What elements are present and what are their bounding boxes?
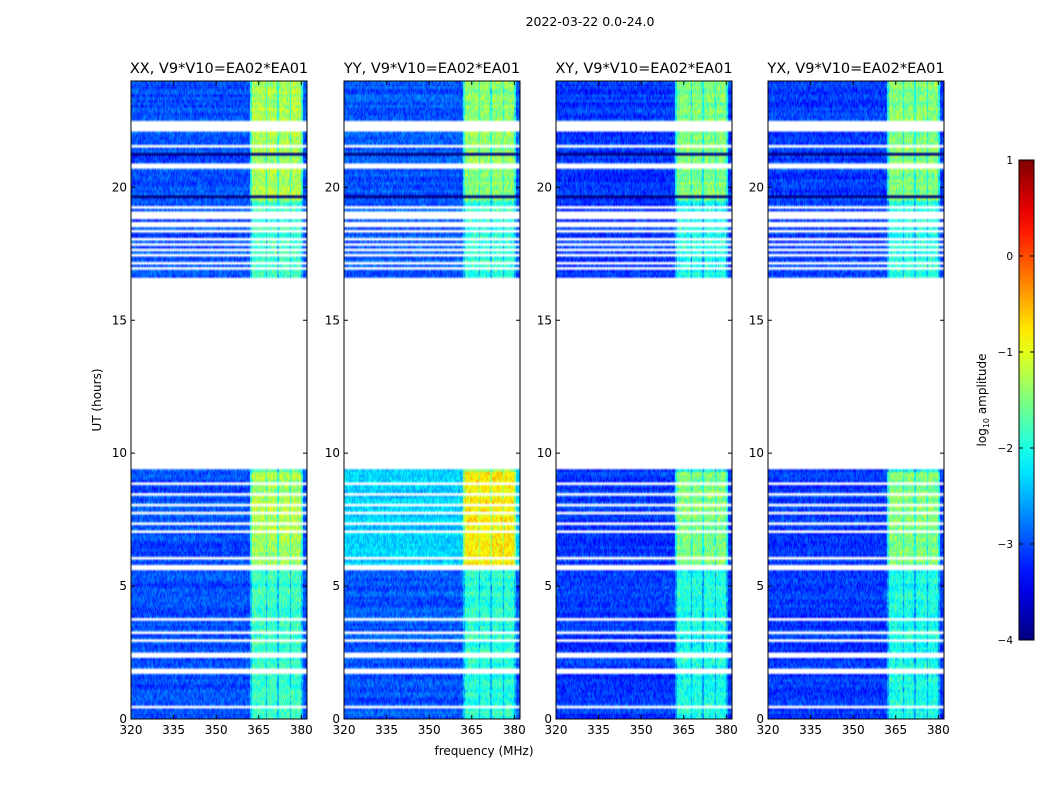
x-tick-label: 350	[842, 723, 865, 737]
y-tick-label: 0	[756, 712, 764, 726]
panel-frame	[555, 80, 733, 720]
y-tick-label: 10	[112, 446, 127, 460]
panel-title: XX, V9*V10=EA02*EA01	[130, 61, 308, 77]
colorbar-tick-label: −4	[998, 635, 1014, 647]
x-tick-label: 350	[630, 723, 653, 737]
x-tick-label: 365	[460, 723, 483, 737]
heatmap-panels: XX, V9*V10=EA02*EA01 320 335 350 365 380 0 5 10 1…	[112, 61, 950, 737]
y-tick-label: 10	[749, 446, 764, 460]
colorbar-tick-label: −2	[998, 443, 1013, 455]
y-tick-label: 0	[544, 712, 552, 726]
y-tick-label: 0	[332, 712, 340, 726]
panel-title: YX, V9*V10=EA02*EA01	[766, 61, 944, 77]
heatmap-image	[344, 81, 520, 719]
y-tick-label: 5	[332, 579, 340, 593]
x-tick-label: 335	[162, 723, 185, 737]
panel-frame	[130, 80, 308, 720]
y-tick-label: 15	[749, 313, 764, 327]
colorbar-tick-label: 1	[1006, 155, 1013, 167]
x-tick-label: 320	[120, 723, 143, 737]
colorbar: −4 −3 −2 −1 0 1 log10 amplitude	[975, 155, 1035, 647]
panel-2: XY, V9*V10=EA02*EA01 320 335 350 365 380 0 5 10 1…	[537, 61, 738, 737]
x-tick-label: 335	[375, 723, 398, 737]
x-tick-label: 365	[247, 723, 270, 737]
heatmap-image	[131, 81, 307, 719]
y-tick-label: 20	[749, 180, 764, 194]
figure-suptitle: 2022-03-22 0.0-24.0	[526, 14, 655, 29]
x-tick-label: 335	[587, 723, 610, 737]
colorbar-tick-label: 0	[1006, 251, 1013, 263]
x-tick-label: 320	[545, 723, 568, 737]
y-tick-label: 15	[112, 313, 127, 327]
panel-3: YX, V9*V10=EA02*EA01 320 335 350 365 380 0 5 10 1…	[749, 61, 950, 737]
y-axis-label: UT (hours)	[90, 368, 104, 431]
panel-frame	[343, 80, 521, 720]
y-tick-label: 15	[537, 313, 552, 327]
y-tick-label: 20	[325, 180, 340, 194]
y-tick-label: 5	[756, 579, 764, 593]
y-tick-label: 10	[537, 446, 552, 460]
x-tick-label: 350	[418, 723, 441, 737]
y-tick-label: 20	[537, 180, 552, 194]
x-tick-label: 335	[799, 723, 822, 737]
heatmap-image	[556, 81, 732, 719]
x-tick-label: 380	[927, 723, 950, 737]
y-tick-label: 20	[112, 180, 127, 194]
x-tick-label: 365	[672, 723, 695, 737]
y-tick-label: 10	[325, 446, 340, 460]
y-tick-label: 5	[119, 579, 127, 593]
x-tick-label: 350	[205, 723, 228, 737]
panel-frame	[767, 80, 945, 720]
x-tick-label: 365	[884, 723, 907, 737]
panel-1: YY, V9*V10=EA02*EA01 320 335 350 365 380 0 5 10 1…	[325, 61, 526, 737]
x-tick-label: 380	[290, 723, 313, 737]
y-tick-label: 15	[325, 313, 340, 327]
heatmap-image	[768, 81, 944, 719]
colorbar-label: log10 amplitude	[975, 354, 991, 447]
colorbar-tick-label: −3	[998, 539, 1013, 551]
x-axis-label: frequency (MHz)	[434, 744, 533, 758]
panel-title: YY, V9*V10=EA02*EA01	[343, 61, 520, 77]
colorbar-tick-label: −1	[998, 347, 1013, 359]
panel-title: XY, V9*V10=EA02*EA01	[555, 61, 732, 77]
colorbar-gradient	[1018, 159, 1035, 641]
y-tick-label: 5	[544, 579, 552, 593]
panel-0: XX, V9*V10=EA02*EA01 320 335 350 365 380 0 5 10 1…	[112, 61, 313, 737]
y-tick-label: 0	[119, 712, 127, 726]
x-tick-label: 380	[715, 723, 738, 737]
x-tick-label: 320	[333, 723, 356, 737]
x-tick-label: 380	[503, 723, 526, 737]
x-tick-label: 320	[757, 723, 780, 737]
